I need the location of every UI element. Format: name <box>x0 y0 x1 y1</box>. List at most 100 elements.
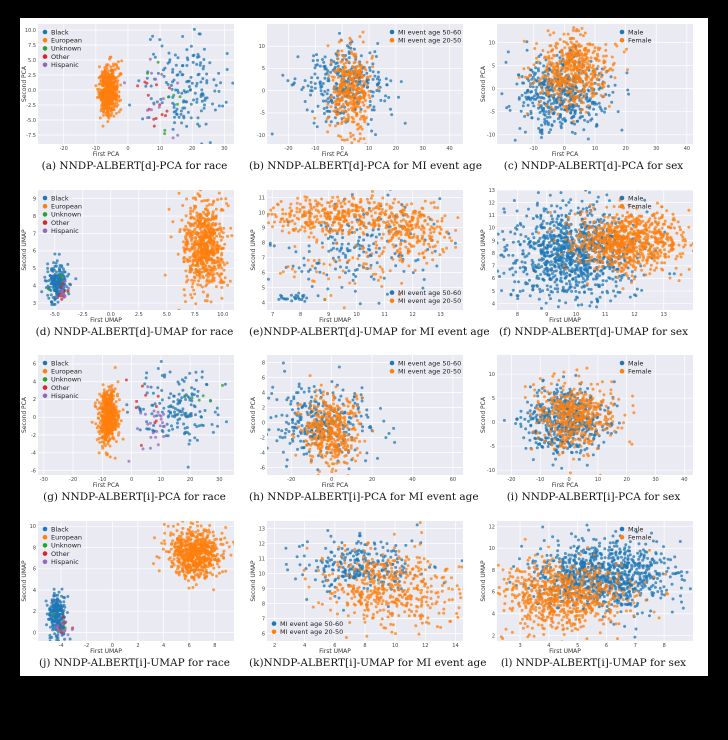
data-point <box>418 239 422 243</box>
data-point <box>316 76 320 80</box>
data-point <box>568 76 572 80</box>
data-point <box>298 208 302 211</box>
data-point <box>329 58 333 62</box>
data-point <box>357 78 361 82</box>
data-point <box>546 92 550 96</box>
data-point <box>205 261 209 265</box>
data-point <box>191 236 194 240</box>
data-point <box>200 88 204 92</box>
data-point <box>358 235 361 239</box>
data-point <box>344 218 348 222</box>
data-point <box>205 214 209 218</box>
data-point <box>323 76 327 80</box>
data-point <box>342 62 346 66</box>
data-point <box>602 218 606 222</box>
data-point <box>220 266 224 270</box>
data-point <box>385 224 389 228</box>
data-point <box>112 80 116 84</box>
data-point <box>581 115 584 118</box>
data-point <box>189 206 193 210</box>
data-point <box>334 85 337 89</box>
data-point <box>423 199 427 203</box>
data-point <box>533 73 536 77</box>
data-point <box>378 232 381 236</box>
data-point <box>270 132 274 136</box>
data-point <box>362 93 366 97</box>
data-point <box>569 108 573 112</box>
data-point <box>346 84 350 88</box>
data-point <box>359 197 363 201</box>
data-point <box>182 228 186 231</box>
legend-label: Female <box>628 37 652 45</box>
data-point <box>308 198 312 202</box>
data-point <box>517 96 521 100</box>
data-point <box>377 86 381 90</box>
data-point <box>197 255 201 259</box>
data-point <box>576 69 580 73</box>
data-point <box>390 113 394 117</box>
data-point <box>568 56 572 60</box>
data-point <box>531 101 535 105</box>
data-point <box>106 120 110 124</box>
data-point <box>357 239 360 243</box>
data-point <box>585 65 589 69</box>
data-point <box>568 273 572 277</box>
data-point <box>566 42 570 46</box>
data-point <box>313 215 317 219</box>
data-point <box>182 257 186 260</box>
data-point <box>599 93 603 97</box>
data-point <box>560 218 564 222</box>
data-point <box>185 274 189 278</box>
data-point <box>445 230 448 234</box>
data-point <box>556 290 560 294</box>
data-point <box>590 117 594 121</box>
data-point <box>595 122 599 126</box>
data-point <box>390 220 394 224</box>
data-point <box>50 276 54 280</box>
data-point <box>558 37 562 41</box>
data-point <box>238 247 241 250</box>
data-point <box>219 81 223 85</box>
data-point <box>558 102 562 106</box>
data-point <box>359 205 363 209</box>
data-point <box>343 197 347 201</box>
data-point <box>575 65 579 69</box>
data-point <box>372 207 375 211</box>
data-point <box>540 82 544 85</box>
data-point <box>583 31 587 35</box>
legend-label: European <box>51 37 82 45</box>
data-point <box>291 227 295 231</box>
data-point <box>628 295 632 299</box>
data-point <box>497 269 500 273</box>
data-point <box>397 95 400 99</box>
data-point <box>347 108 351 111</box>
data-point <box>353 282 357 285</box>
data-point <box>527 207 530 211</box>
data-point <box>189 212 192 216</box>
data-point <box>435 219 439 223</box>
data-point <box>99 109 103 113</box>
data-point <box>176 81 180 85</box>
data-point <box>184 237 188 241</box>
data-point <box>303 100 307 103</box>
data-point <box>569 40 573 44</box>
x-tick-label: 10.0 <box>217 312 228 318</box>
data-point <box>355 123 359 127</box>
data-point <box>191 282 195 285</box>
data-point <box>584 97 588 101</box>
data-point <box>547 241 551 244</box>
data-point <box>215 256 219 260</box>
data-point <box>329 61 333 65</box>
data-point <box>562 272 566 276</box>
data-point <box>223 242 227 246</box>
data-point <box>541 289 545 293</box>
data-point <box>573 61 577 64</box>
data-point <box>336 64 340 68</box>
data-point <box>357 90 361 94</box>
data-point <box>548 232 552 236</box>
data-point <box>379 98 383 102</box>
data-point <box>189 209 193 213</box>
data-point <box>191 60 195 64</box>
data-point <box>558 120 562 124</box>
data-point <box>351 108 355 112</box>
